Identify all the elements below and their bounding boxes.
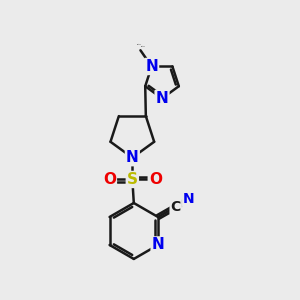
Text: N: N bbox=[126, 150, 139, 165]
Text: N: N bbox=[145, 59, 158, 74]
Text: S: S bbox=[127, 172, 138, 187]
Text: N: N bbox=[152, 238, 164, 253]
Text: methyl: methyl bbox=[136, 44, 141, 45]
Text: N: N bbox=[183, 192, 195, 206]
Text: O: O bbox=[149, 172, 162, 187]
Text: O: O bbox=[103, 172, 116, 187]
Text: methyl: methyl bbox=[140, 46, 145, 47]
Text: C: C bbox=[171, 200, 181, 214]
Text: N: N bbox=[156, 91, 168, 106]
